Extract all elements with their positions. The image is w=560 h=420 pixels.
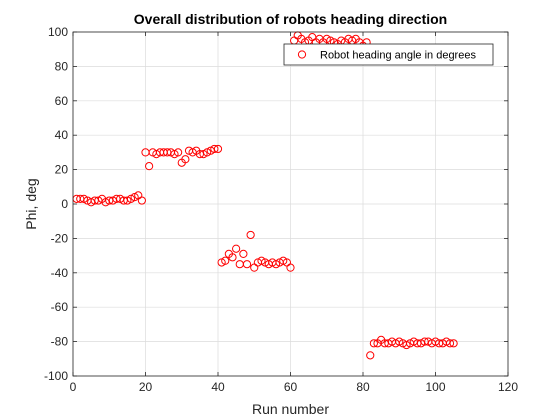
data-point — [228, 253, 237, 262]
data-point — [137, 196, 146, 205]
data-point — [232, 244, 241, 253]
data-point — [145, 162, 154, 171]
data-point — [246, 230, 255, 240]
legend-entry: Robot heading angle in degrees — [320, 50, 476, 62]
x-tick-label: 0 — [70, 380, 77, 394]
y-axis-label: Phi, deg — [23, 178, 39, 229]
data-point — [445, 339, 455, 348]
y-tick-label: 20 — [55, 163, 69, 177]
data-point — [369, 339, 378, 348]
legend: Robot heading angle in degrees — [283, 43, 494, 66]
x-tick-label: 60 — [284, 380, 298, 394]
axis-ticks — [72, 31, 509, 377]
y-tick-label: -80 — [51, 335, 69, 349]
y-tick-label: -100 — [44, 369, 68, 383]
data-point — [449, 339, 458, 348]
data-point — [221, 256, 230, 265]
data-point — [174, 148, 183, 157]
data-point — [366, 351, 375, 360]
data-point — [242, 260, 252, 269]
x-tick-label: 80 — [356, 380, 370, 394]
data-point — [210, 144, 219, 154]
y-tick-label: -40 — [51, 266, 69, 280]
y-tick-label: 60 — [55, 94, 69, 108]
data-points — [72, 31, 458, 360]
x-axis-label: Run number — [252, 401, 329, 417]
chart-title: Overall distribution of robots heading d… — [134, 11, 447, 27]
tick-labels: 0 20 40 60 80 100 120 -100 -80 -60 -40 -20 0 20 40 60 80… — [44, 25, 518, 394]
data-point — [239, 249, 248, 258]
data-point — [213, 144, 223, 154]
legend-marker — [297, 50, 307, 59]
y-tick-label: 40 — [55, 128, 69, 142]
y-tick-label: 0 — [61, 197, 68, 211]
y-tick-label: -20 — [51, 231, 69, 245]
x-tick-label: 100 — [425, 380, 445, 394]
y-tick-label: -60 — [51, 300, 69, 314]
x-tick-label: 20 — [139, 380, 153, 394]
x-tick-label: 40 — [211, 380, 225, 394]
data-point — [181, 155, 190, 164]
y-tick-label: 100 — [48, 25, 68, 39]
legend-box — [283, 43, 494, 66]
data-point — [286, 263, 295, 272]
x-tick-label: 120 — [498, 380, 518, 394]
y-tick-label: 80 — [55, 59, 69, 73]
